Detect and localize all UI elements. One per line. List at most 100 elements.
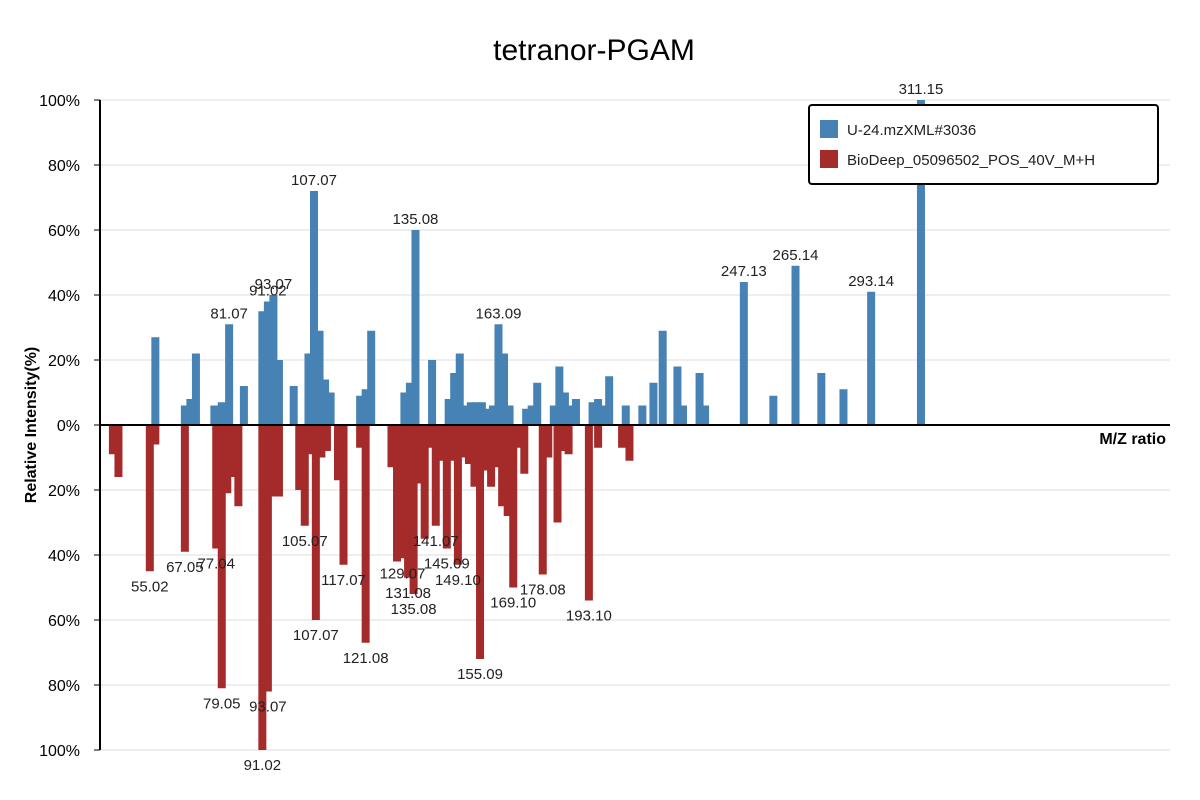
query-peak-bar xyxy=(239,386,248,425)
reference-peak-bar xyxy=(594,425,603,448)
reference-peak-label: 149.10 xyxy=(435,572,481,589)
query-peak-bar xyxy=(527,405,536,425)
reference-peak-bar xyxy=(584,425,593,601)
query-peak-bar xyxy=(466,402,475,425)
query-peak-bar xyxy=(560,392,569,425)
query-peak-bar xyxy=(505,405,514,425)
query-peak-bar xyxy=(791,265,800,425)
y-tick-label: 100% xyxy=(39,743,80,760)
reference-peak-label: 79.05 xyxy=(203,695,241,712)
query-peak-bar xyxy=(304,353,313,425)
reference-peak-bar xyxy=(492,425,501,468)
query-peak-bar xyxy=(701,405,710,425)
query-peak-label: 91.02 xyxy=(249,283,287,300)
query-peak-bar xyxy=(566,405,575,425)
reference-peak-bar xyxy=(317,425,326,458)
y-tick-label: 40% xyxy=(48,548,80,565)
query-peak-label: 163.09 xyxy=(476,305,522,322)
reference-peak-label: 105.07 xyxy=(282,533,328,550)
query-peak-bar xyxy=(494,324,503,425)
reference-peak-bar xyxy=(420,425,429,539)
reference-peak-bar xyxy=(481,425,490,471)
reference-peak-bar xyxy=(263,425,272,692)
reference-peak-bar xyxy=(448,425,457,461)
reference-peak-bar xyxy=(339,425,348,565)
query-peak-bar xyxy=(916,100,925,425)
query-peak-bar xyxy=(310,191,318,425)
reference-peak-bar xyxy=(258,425,267,750)
reference-peak-bar xyxy=(387,425,396,468)
legend-swatch-query xyxy=(820,120,838,138)
reference-peak-bar xyxy=(470,425,479,487)
reference-peak-label: 67.05 xyxy=(166,559,204,576)
reference-peak-bar xyxy=(453,425,462,565)
query-peak-bar xyxy=(400,392,409,425)
reference-peak-bar xyxy=(498,425,507,507)
query-peak-bar xyxy=(151,337,160,425)
reference-peak-bar xyxy=(151,425,160,445)
reference-peak-bar xyxy=(538,425,547,575)
query-peak-bar xyxy=(356,395,365,425)
query-peak-bar xyxy=(225,324,234,425)
reference-peak-bar xyxy=(459,425,468,458)
legend: U-24.mzXML#3036 BioDeep_05096502_POS_40V… xyxy=(808,104,1159,185)
query-peak-label: 93.07 xyxy=(255,276,293,293)
reference-peak-bar xyxy=(398,425,407,559)
query-peak-bar xyxy=(695,373,704,425)
reference-peak-bar xyxy=(108,425,117,455)
query-peak-bar xyxy=(210,405,219,425)
reference-peak-bar xyxy=(333,425,342,481)
reference-peak-bar xyxy=(426,425,435,448)
query-peak-label: 107.07 xyxy=(291,172,337,189)
query-peak-bar xyxy=(649,382,658,425)
query-peak-bar xyxy=(500,353,509,425)
y-tick-label: 0% xyxy=(57,418,80,435)
reference-peak-bar xyxy=(269,425,278,497)
reference-peak-bar xyxy=(437,425,446,461)
reference-peak-bar xyxy=(300,425,309,526)
query-peak-bar xyxy=(444,399,453,425)
reference-peak-bar xyxy=(393,425,402,562)
reference-peak-bar xyxy=(228,425,237,477)
query-peak-bar xyxy=(678,405,687,425)
query-peak-bar xyxy=(258,311,267,425)
reference-peak-label: 141.07 xyxy=(413,533,459,550)
reference-peak-bar xyxy=(431,425,440,526)
query-peak-label: 81.07 xyxy=(210,305,248,322)
reference-peak-bar xyxy=(487,425,496,487)
query-peak-bar xyxy=(549,405,558,425)
query-peak-bar xyxy=(450,373,459,425)
reference-peak-bar xyxy=(509,425,518,588)
query-peak-bar xyxy=(428,360,437,425)
reference-peak-label: 121.08 xyxy=(343,650,389,667)
reference-peak-bar xyxy=(464,425,473,464)
bars-layer xyxy=(108,100,925,750)
reference-peak-label: 117.07 xyxy=(321,572,366,589)
reference-peak-bar xyxy=(295,425,304,490)
query-peak-bar xyxy=(599,405,608,425)
query-peak-bar xyxy=(289,386,298,425)
query-peak-bar xyxy=(867,291,876,425)
query-peak-bar xyxy=(769,395,778,425)
y-tick-label: 60% xyxy=(48,223,80,240)
y-tick-label: 80% xyxy=(48,158,80,175)
reference-peak-bar xyxy=(223,425,232,494)
y-tick-label: 40% xyxy=(48,288,80,305)
query-peak-bar xyxy=(455,353,464,425)
query-peak-bar xyxy=(658,330,667,425)
y-tick-label: 20% xyxy=(48,353,80,370)
reference-peak-label: 145.09 xyxy=(424,556,470,573)
query-peak-label: 135.08 xyxy=(393,211,439,228)
reference-peak-label: 169.10 xyxy=(490,595,536,612)
reference-peak-bar xyxy=(234,425,243,507)
query-peak-bar xyxy=(605,376,614,425)
query-peak-bar xyxy=(522,408,531,425)
reference-peak-label: 55.02 xyxy=(131,578,169,595)
reference-peak-bar xyxy=(514,425,523,448)
query-peak-bar xyxy=(817,373,826,425)
query-peak-bar xyxy=(472,402,481,425)
query-peak-bar xyxy=(488,405,497,425)
reference-peak-label: 193.10 xyxy=(566,608,612,625)
